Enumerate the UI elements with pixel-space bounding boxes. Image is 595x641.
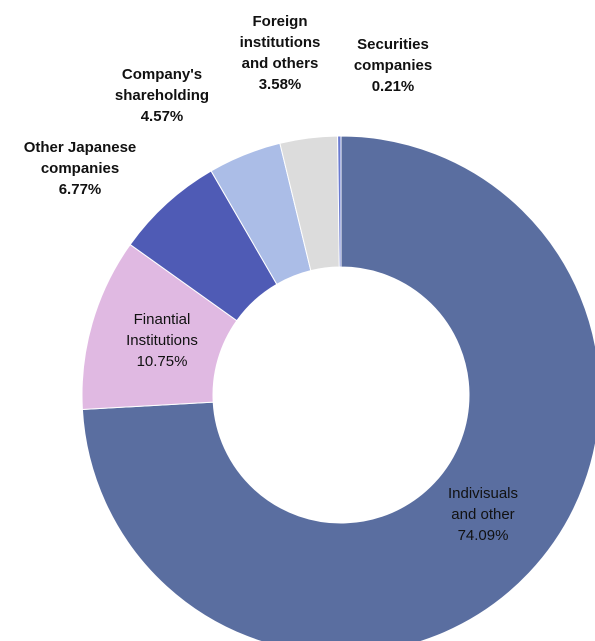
- slice-label: Indivisuals and other: [448, 485, 518, 523]
- value-label: 3.58%: [259, 76, 302, 93]
- slice-label: Finantial Institutions: [126, 311, 198, 349]
- slice-label: Foreign institutions and others: [240, 13, 321, 72]
- donut-slice: [81, 135, 595, 641]
- slice-label: Other Japanese companies: [24, 139, 137, 177]
- value-label: 6.77%: [59, 181, 102, 198]
- slice-label: Securities companies: [354, 36, 432, 74]
- value-label: 74.09%: [458, 527, 509, 544]
- value-label: 0.21%: [372, 78, 415, 95]
- slice-label: Company's shareholding: [115, 66, 209, 104]
- value-label: 10.75%: [137, 353, 188, 370]
- donut-slice: [337, 135, 342, 268]
- value-label: 4.57%: [141, 108, 184, 125]
